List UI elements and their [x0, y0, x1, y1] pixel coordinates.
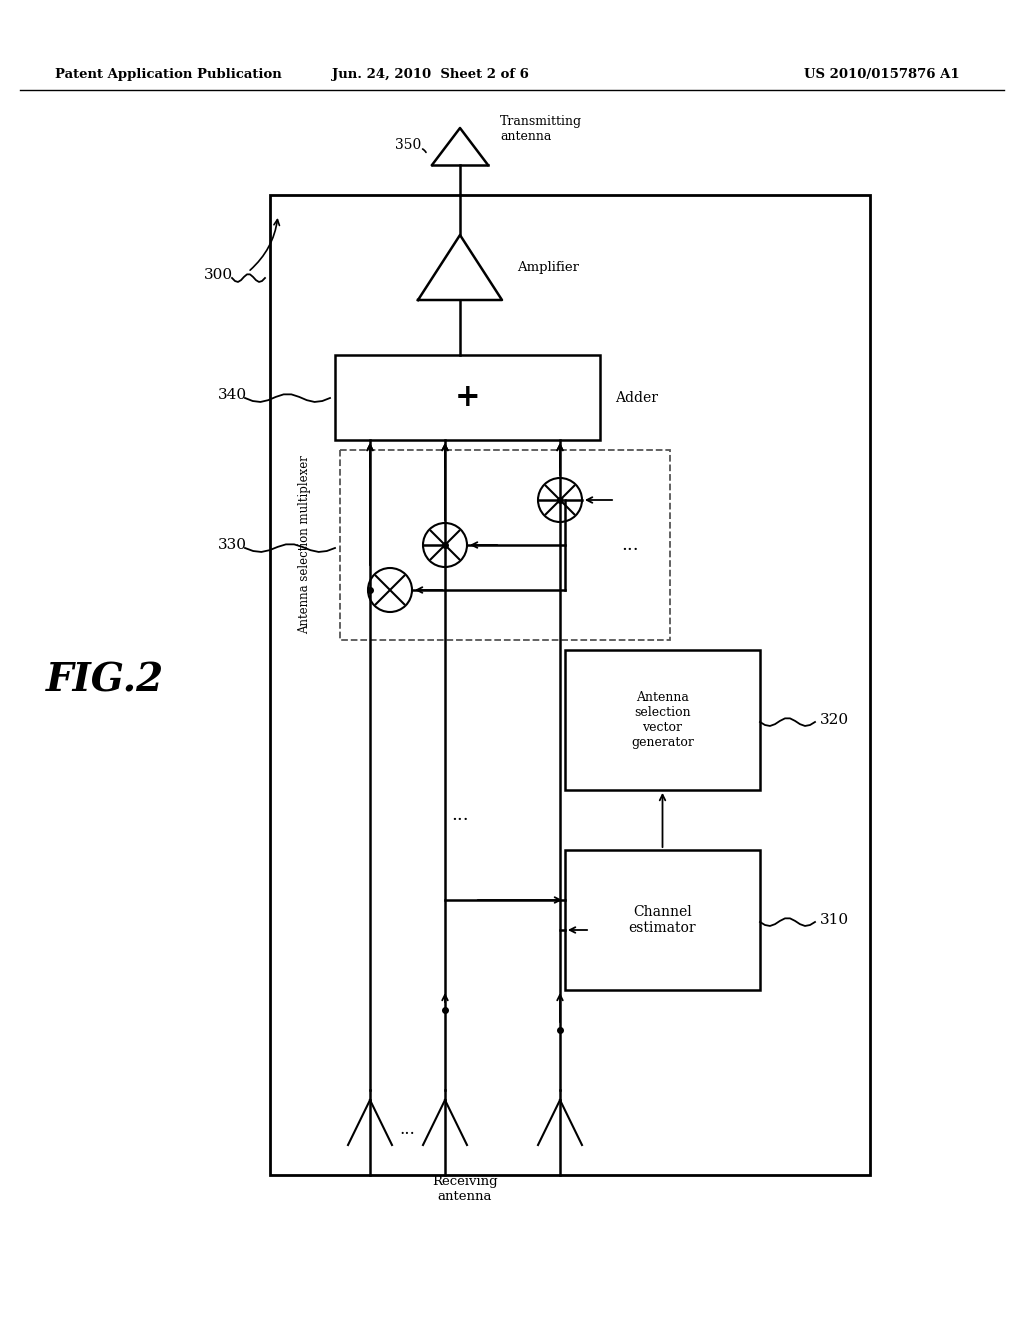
Text: Adder: Adder: [615, 391, 658, 404]
Text: 340: 340: [218, 388, 247, 403]
Text: Antenna
selection
vector
generator: Antenna selection vector generator: [631, 690, 694, 748]
Text: FIG.2: FIG.2: [46, 661, 164, 700]
Text: Receiving
antenna: Receiving antenna: [432, 1175, 498, 1203]
Text: Channel
estimator: Channel estimator: [629, 906, 696, 935]
Text: Transmitting: Transmitting: [500, 115, 582, 128]
Bar: [565, 649, 760, 789]
Bar: [340, 450, 670, 640]
Bar: [565, 850, 760, 990]
Text: Antenna selection multiplexer: Antenna selection multiplexer: [299, 455, 311, 635]
Text: 350: 350: [395, 139, 421, 152]
Text: 320: 320: [820, 713, 849, 727]
Bar: [335, 355, 600, 440]
Text: 310: 310: [820, 913, 849, 927]
Text: Jun. 24, 2010  Sheet 2 of 6: Jun. 24, 2010 Sheet 2 of 6: [332, 69, 528, 81]
Text: Amplifier: Amplifier: [517, 261, 579, 275]
Text: ...: ...: [399, 1122, 416, 1138]
Text: 300: 300: [204, 268, 232, 282]
Text: +: +: [455, 381, 480, 413]
Bar: [270, 195, 870, 1175]
Polygon shape: [418, 235, 502, 300]
Text: antenna: antenna: [500, 129, 551, 143]
Text: ...: ...: [622, 536, 639, 554]
Text: 330: 330: [218, 539, 247, 552]
Text: ...: ...: [452, 807, 469, 824]
Text: Patent Application Publication: Patent Application Publication: [55, 69, 282, 81]
Text: US 2010/0157876 A1: US 2010/0157876 A1: [805, 69, 961, 81]
